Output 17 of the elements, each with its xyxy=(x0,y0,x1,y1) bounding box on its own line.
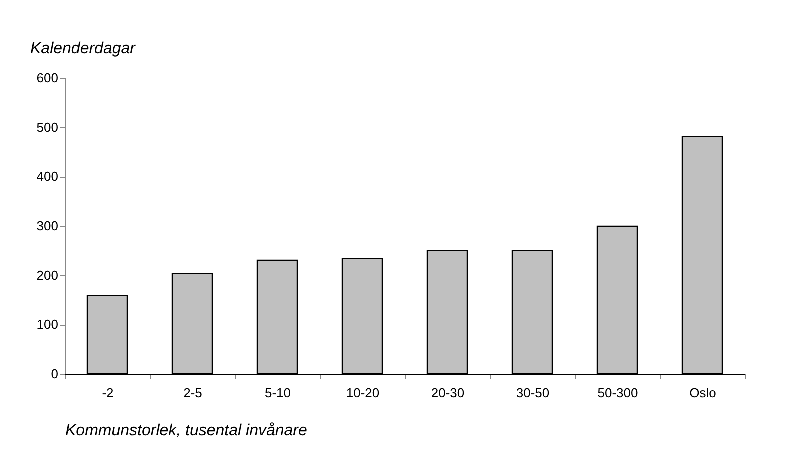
x-tick-label: 50-300 xyxy=(598,386,638,400)
x-tick-label: -2 xyxy=(102,386,114,400)
x-tick-label: 2-5 xyxy=(184,386,202,400)
x-tick-label: Oslo xyxy=(690,386,716,400)
x-tick-label: 10-20 xyxy=(346,386,380,400)
x-axis-title: Kommunstorlek, tusental invånare xyxy=(66,422,308,440)
x-tick-label: 20-30 xyxy=(431,386,465,400)
y-tick-label: 400 xyxy=(36,169,58,184)
y-tick-label: 200 xyxy=(36,268,58,283)
y-tick-label: 100 xyxy=(36,317,58,332)
y-axis-title: Kalenderdagar xyxy=(30,40,136,58)
x-tick-label: 30-50 xyxy=(516,386,550,400)
y-tick-label: 300 xyxy=(36,218,58,234)
y-tick-label: 500 xyxy=(36,120,58,135)
y-tick-label: 0 xyxy=(51,366,58,382)
x-tick-label: 5-10 xyxy=(264,386,292,400)
y-tick-label: 600 xyxy=(36,70,58,86)
